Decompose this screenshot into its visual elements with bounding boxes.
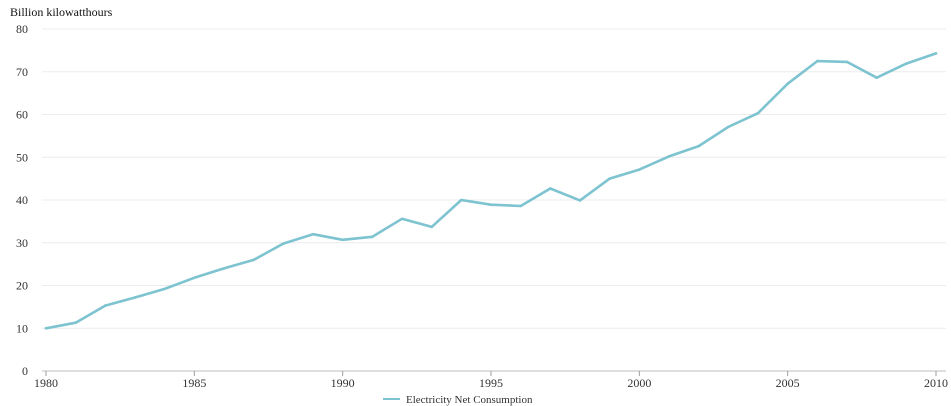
gridlines xyxy=(42,28,946,372)
y-tick-label-40: 40 xyxy=(16,193,28,207)
data-point-2007 xyxy=(845,60,849,64)
x-axis-ticks: 1980 1985 1990 1995 2000 2005 2010 xyxy=(34,371,948,390)
data-point-1987 xyxy=(252,258,255,262)
data-point-1998 xyxy=(578,199,582,202)
y-tick-label-80: 80 xyxy=(16,22,28,36)
data-point-1989 xyxy=(311,232,315,236)
data-point-1999 xyxy=(608,177,611,180)
data-point-1984 xyxy=(163,287,166,291)
x-tick-label-1985: 1985 xyxy=(182,376,206,390)
data-point-2000 xyxy=(638,168,641,171)
data-point-2006 xyxy=(816,59,819,63)
data-point-1990 xyxy=(341,238,344,242)
y-tick-label-10: 10 xyxy=(16,321,28,335)
data-point-2001 xyxy=(667,155,671,158)
data-point-2009 xyxy=(905,62,908,65)
data-point-1986 xyxy=(222,267,226,270)
data-point-2005 xyxy=(786,82,789,86)
data-point-1992 xyxy=(400,217,404,221)
data-point-1988 xyxy=(282,242,285,245)
legend: Electricity Net Consumption xyxy=(383,394,533,406)
data-point-1981 xyxy=(74,321,77,324)
data-point-1996 xyxy=(519,204,522,208)
data-point-2010 xyxy=(934,52,938,55)
y-tick-label-20: 20 xyxy=(16,279,28,293)
data-point-2003 xyxy=(727,125,730,129)
y-tick-label-50: 50 xyxy=(16,150,28,164)
data-point-2002 xyxy=(697,144,700,148)
data-point-1995 xyxy=(489,203,493,207)
data-point-1994 xyxy=(460,198,463,202)
y-tick-label-70: 70 xyxy=(16,65,28,79)
series-line-0 xyxy=(44,52,938,330)
x-tick-label-1995: 1995 xyxy=(479,376,503,390)
x-tick-label-2005: 2005 xyxy=(776,376,800,390)
series-group xyxy=(44,52,938,330)
y-tick-label-60: 60 xyxy=(16,108,28,122)
data-point-1982 xyxy=(104,304,107,307)
data-point-1991 xyxy=(371,235,374,239)
y-tick-label-30: 30 xyxy=(16,236,28,250)
x-tick-label-2000: 2000 xyxy=(627,376,651,390)
x-tick-label-1980: 1980 xyxy=(34,376,58,390)
data-point-1993 xyxy=(430,225,433,229)
x-tick-label-2010: 2010 xyxy=(924,376,948,390)
y-tick-label-0: 0 xyxy=(22,364,28,378)
data-point-1997 xyxy=(549,187,552,190)
y-axis-label: Billion kilowatthours xyxy=(10,5,113,19)
data-point-1983 xyxy=(133,296,137,299)
data-point-2008 xyxy=(875,76,878,80)
data-point-1985 xyxy=(193,276,196,280)
legend-label: Electricity Net Consumption xyxy=(406,394,533,406)
data-point-1980 xyxy=(44,326,48,330)
x-tick-label-1990: 1990 xyxy=(331,376,355,390)
y-axis-ticks: 0 10 20 30 40 50 60 70 80 xyxy=(16,22,28,378)
data-point-2004 xyxy=(756,111,760,115)
